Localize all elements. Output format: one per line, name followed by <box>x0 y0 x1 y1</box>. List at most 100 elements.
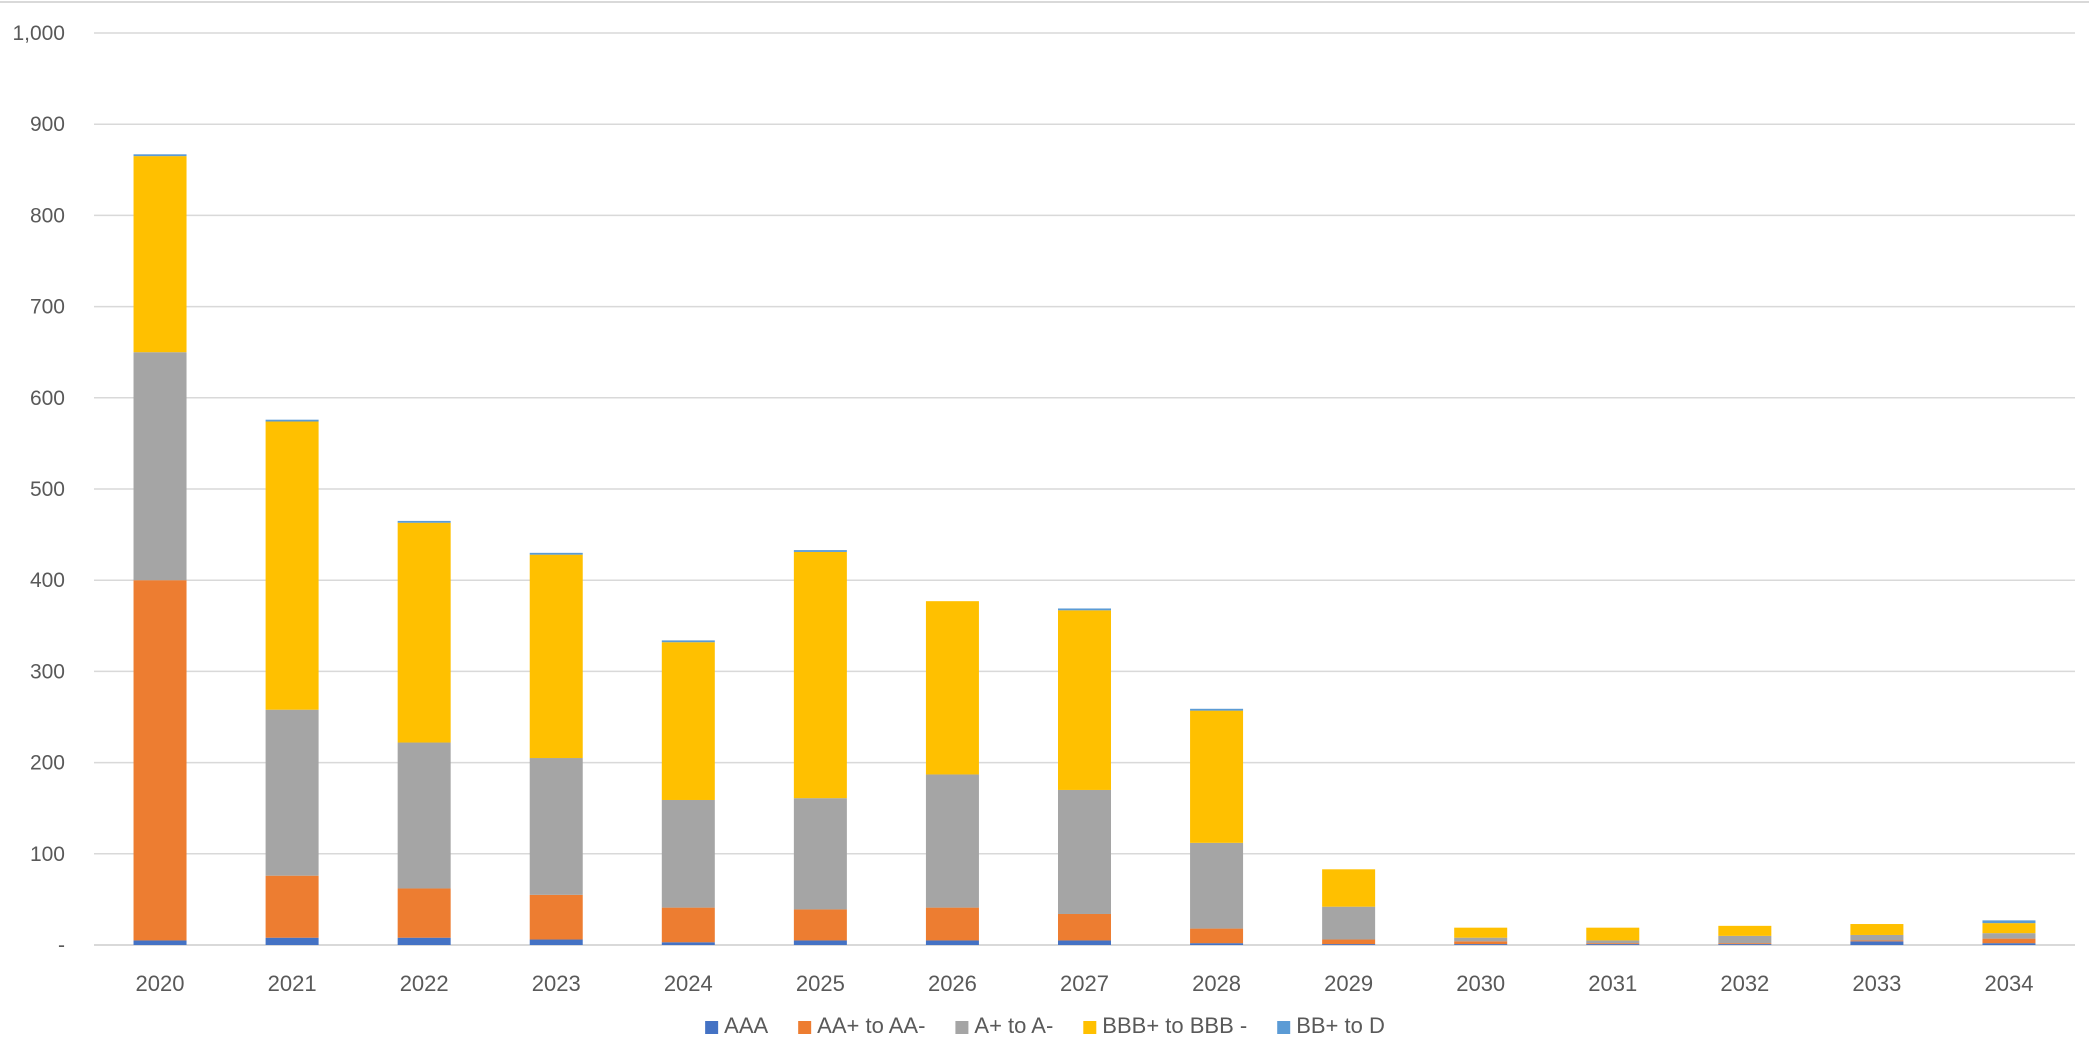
y-tick-label: 600 <box>30 387 65 410</box>
bar-segment-aaa-2021 <box>265 937 319 945</box>
bar-segment-aa-to-aa-2031 <box>1586 943 1640 945</box>
bar-segment-a-to-a-2021 <box>265 709 319 876</box>
bar-segment-bbb-to-bbb-2020 <box>133 156 187 353</box>
bar-segment-aaa-2033 <box>1850 941 1904 945</box>
bar-segment-bbb-to-bbb-2031 <box>1586 927 1640 941</box>
bar-segment-aaa-2027 <box>1058 940 1111 945</box>
bar-segment-bbb-to-bbb-2027 <box>1058 610 1111 790</box>
bar-segment-a-to-a-2033 <box>1850 934 1904 941</box>
bar-segment-bb-to-d-2034 <box>1982 920 2036 924</box>
bar-segment-aa-to-aa-2020 <box>133 580 187 941</box>
x-tick-label: 2034 <box>1984 971 2033 996</box>
y-tick-label: 800 <box>30 204 65 227</box>
bar-segment-bb-to-d-2023 <box>529 552 583 555</box>
bar-segment-aaa-2028 <box>1190 943 1244 945</box>
bar-segment-aaa-2031 <box>1586 944 1640 945</box>
x-tick-label: 2020 <box>136 971 185 996</box>
bar-segment-a-to-a-2027 <box>1058 789 1111 914</box>
bar-segment-aaa-2024 <box>661 942 715 945</box>
bar-segment-bbb-to-bbb-2026 <box>925 601 979 775</box>
y-tick-label: 1,000 <box>12 22 65 45</box>
x-tick-label: 2021 <box>268 971 317 996</box>
legend-swatch <box>955 1021 969 1034</box>
legend-swatch <box>1277 1021 1291 1034</box>
legend-label: BB+ to D <box>1296 1013 1385 1038</box>
bar-segment-aa-to-aa-2034 <box>1982 938 2036 944</box>
bar-segment-bb-to-d-2024 <box>661 640 715 643</box>
x-tick-label: 2026 <box>928 971 977 996</box>
bar-segment-aa-to-aa-2024 <box>661 907 715 943</box>
y-tick-label: 200 <box>30 752 65 775</box>
legend-label: AAA <box>724 1013 768 1038</box>
bar-segment-a-to-a-2028 <box>1190 842 1244 929</box>
bars <box>133 154 2036 945</box>
y-tick-label: 500 <box>30 478 65 501</box>
x-tick-label: 2022 <box>400 971 449 996</box>
bar-segment-a-to-a-2034 <box>1982 933 2036 939</box>
y-tick-label: 400 <box>30 569 65 592</box>
x-axis: 2020 2021 2022 2023 2024 2025 2026 2027 2028 2029… <box>136 971 2034 996</box>
bar-segment-aaa-2034 <box>1982 943 2036 945</box>
legend-item-aaa: AAA <box>705 1013 768 1038</box>
bar-segment-aa-to-aa-2028 <box>1190 928 1244 944</box>
bar-segment-aaa-2023 <box>529 939 583 945</box>
x-tick-label: 2033 <box>1852 971 1901 996</box>
bar-segment-a-to-a-2024 <box>661 799 715 908</box>
bar-segment-a-to-a-2032 <box>1718 935 1772 944</box>
legend-swatch <box>705 1021 719 1034</box>
legend-item-aa-to-aa: AA+ to AA- <box>798 1013 925 1038</box>
bar-segment-aaa-2029 <box>1322 944 1376 945</box>
bar-segment-bbb-to-bbb-2022 <box>397 522 451 743</box>
x-tick-label: 2025 <box>796 971 845 996</box>
bar-segment-bbb-to-bbb-2021 <box>265 421 319 710</box>
bar-segment-bbb-to-bbb-2034 <box>1982 923 2036 934</box>
bar-segment-bb-to-d-2022 <box>397 520 451 523</box>
bar-segment-bb-to-d-2020 <box>133 154 187 157</box>
bar-segment-aaa-2022 <box>397 937 451 945</box>
legend-swatch <box>798 1021 812 1034</box>
bar-segment-bbb-to-bbb-2023 <box>529 554 583 759</box>
x-tick-label: 2024 <box>664 971 713 996</box>
x-tick-label: 2030 <box>1456 971 1505 996</box>
x-tick-label: 2029 <box>1324 971 1373 996</box>
bar-segment-a-to-a-2029 <box>1322 906 1376 940</box>
bar-segment-bb-to-d-2025 <box>793 550 847 552</box>
bar-segment-aaa-2025 <box>793 940 847 945</box>
bar-segment-aa-to-aa-2030 <box>1454 941 1508 945</box>
bar-segment-aaa-2020 <box>133 940 187 945</box>
bar-segment-bb-to-d-2021 <box>265 419 319 422</box>
legend-label: BBB+ to BBB - <box>1102 1013 1247 1038</box>
bar-segment-aa-to-aa-2021 <box>265 875 319 938</box>
bar-segment-a-to-a-2022 <box>397 742 451 889</box>
bar-segment-bb-to-d-2028 <box>1190 708 1244 711</box>
bar-segment-a-to-a-2030 <box>1454 937 1508 942</box>
x-tick-label: 2031 <box>1588 971 1637 996</box>
bar-segment-a-to-a-2023 <box>529 758 583 895</box>
bar-segment-bbb-to-bbb-2029 <box>1322 869 1376 907</box>
bar-segment-bbb-to-bbb-2024 <box>661 642 715 800</box>
bar-segment-a-to-a-2031 <box>1586 940 1640 944</box>
y-tick-label: 300 <box>30 660 65 683</box>
x-tick-label: 2028 <box>1192 971 1241 996</box>
bar-segment-bbb-to-bbb-2032 <box>1718 925 1772 936</box>
bar-segment-bb-to-d-2027 <box>1058 608 1111 611</box>
y-tick-label: 700 <box>30 296 65 319</box>
bar-segment-bbb-to-bbb-2028 <box>1190 710 1244 843</box>
bar-segment-a-to-a-2020 <box>133 352 187 581</box>
bar-segment-a-to-a-2026 <box>925 774 979 908</box>
y-tick-label: 100 <box>30 843 65 866</box>
bar-segment-aa-to-aa-2022 <box>397 888 451 938</box>
x-tick-label: 2032 <box>1720 971 1769 996</box>
legend-item-bbb-to-bbb: BBB+ to BBB - <box>1083 1013 1247 1038</box>
bar-segment-aa-to-aa-2025 <box>793 909 847 941</box>
bar-segment-aa-to-aa-2023 <box>529 894 583 940</box>
bar-segment-bbb-to-bbb-2025 <box>793 551 847 799</box>
y-tick-label: 900 <box>30 113 65 136</box>
bar-segment-aa-to-aa-2029 <box>1322 939 1376 945</box>
bar-segment-bbb-to-bbb-2033 <box>1850 924 1904 935</box>
bar-segment-aaa-2026 <box>925 940 979 945</box>
legend-item-a-to-a: A+ to A- <box>955 1013 1053 1038</box>
legend: AAA AA+ to AA- A+ to A- BBB+ to BBB - BB+ to… <box>705 1013 1385 1038</box>
